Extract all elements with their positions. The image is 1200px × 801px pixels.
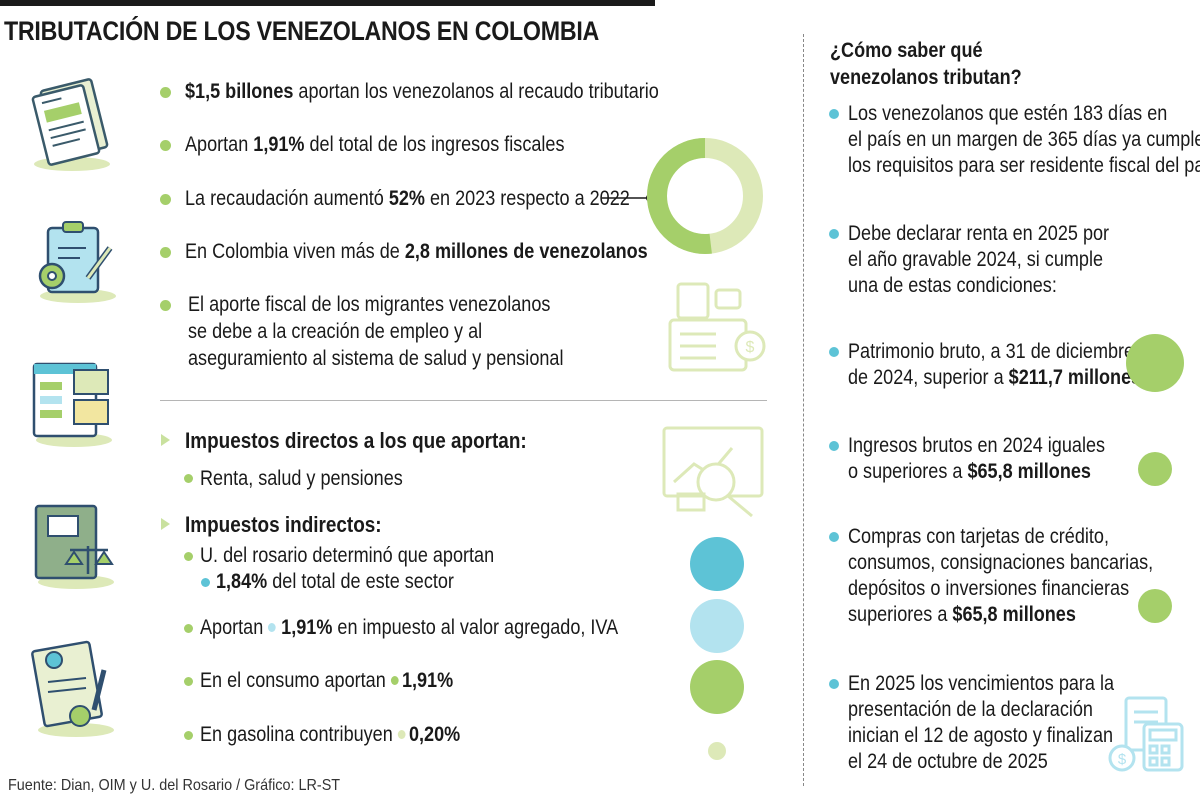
right-title-line-1: ¿Cómo saber qué [830,39,983,62]
fact-ingresos-fiscales: Aportan 1,91% del total de los ingresos … [185,133,565,156]
declare-line-1: Debe declarar renta en 2025 por [848,222,1110,245]
patrimonio-line-1: Patrimonio bruto, a 31 de diciembre [848,340,1135,363]
ingresos-line-2: o superiores a $65,8 millones [848,460,1091,483]
compras-line-3: depósitos o inversiones financieras [848,577,1130,600]
bullet-dot-blue [829,532,839,542]
analytics-magnifier-icon [662,426,764,518]
ingresos-line-1: Ingresos brutos en 2024 iguales [848,434,1106,457]
indirect-iva: Aportan 1,91% en impuesto al valor agreg… [200,616,619,639]
bullet-dot [184,731,193,740]
bullet-dot-blue [829,229,839,239]
section-divider [160,400,767,401]
source-credit: Fuente: Dian, OIM y U. del Rosario / Grá… [8,777,341,794]
law-book-icon [34,504,114,589]
patrimonio-line-2: de 2024, superior a $211,7 millones [848,366,1142,389]
donut-segment-increase [647,138,763,254]
right-title-line-2: venezolanos tributan? [830,66,1022,89]
spreadsheet-icon [32,362,112,447]
bullet-dot-lightblue [268,623,277,632]
right-title: ¿Cómo saber qué venezolanos tributan? [830,37,1022,91]
calculator-invoice-icon: $ [1108,696,1184,772]
bullet-dot [184,474,193,483]
bullet-dot-blue [829,679,839,689]
compras-line-4: superiores a $65,8 millones [848,603,1076,626]
document-icon [31,78,110,171]
declare-line-3: una de estas condiciones: [848,274,1057,297]
indirect-gasolina: En gasolina contribuyen 0,20% [200,723,461,746]
circle-marker-patrimonio [1126,334,1184,392]
bullet-dot-blue [829,441,839,451]
resident-line-3: los requisitos para ser residente fiscal… [848,154,1200,177]
resident-line-1: Los venezolanos que estén 183 días en [848,102,1168,125]
migrant-note-line-3: aseguramiento al sistema de salud y pens… [188,347,564,370]
circle-marker-consumo [690,660,744,714]
circle-marker-compras [1138,589,1172,623]
fact-poblacion: En Colombia viven más de 2,8 millones de… [185,240,648,263]
declare-line-2: el año gravable 2024, si cumple [848,248,1104,271]
indirect-rosario-line: U. del rosario determinó que aportan [200,544,495,567]
page-title: TRIBUTACIÓN DE LOS VENEZOLANOS EN COLOMB… [4,16,600,46]
fact-recaudacion: La recaudación aumentó 52% en 2023 respe… [185,187,630,210]
bullet-dot [184,552,193,561]
bullet-dot-lightgreen [397,730,406,739]
direct-taxes-item: Renta, salud y pensiones [200,467,403,490]
resident-line-2: el país en un margen de 365 días ya cump… [848,128,1200,151]
triangle-marker-icon [161,518,170,530]
vencimientos-line-4: el 24 de octubre de 2025 [848,750,1048,773]
direct-taxes-header: Impuestos directos a los que aportan: [185,428,527,453]
cash-register-icon: $ [668,282,766,372]
indirect-consumo: En el consumo aportan 1,91% [200,669,454,692]
vencimientos-line-2: presentación de la declaración [848,698,1093,721]
circle-marker-ingresos [1138,452,1172,486]
bullet-dot [160,87,171,98]
bullet-dot [160,140,171,151]
svg-text:$: $ [1118,751,1127,768]
migrant-note-line-2: se debe a la creación de empleo y al [188,320,483,343]
circle-marker-iva [690,599,744,653]
bullet-dot [160,194,171,205]
bullet-dot-blue [829,109,839,119]
top-rule [0,0,655,6]
clipboard-gear-icon [38,221,116,303]
compras-line-2: consumos, consignaciones bancarias, [848,551,1154,574]
bullet-dot [390,676,399,685]
circle-marker-gasolina [708,742,726,760]
donut-chart [602,138,763,254]
fact-billones: $1,5 billones aportan los venezolanos al… [185,80,659,103]
bullet-dot [184,624,193,633]
indirect-taxes-header: Impuestos indirectos: [185,512,382,537]
indirect-rosario-value: 1,84% del total de este sector [216,570,454,593]
triangle-marker-icon [161,434,170,446]
compras-line-1: Compras con tarjetas de crédito, [848,525,1109,548]
bullet-dot [160,300,171,311]
vencimientos-line-1: En 2025 los vencimientos para la [848,672,1115,695]
svg-text:$: $ [746,339,755,356]
circle-marker-rosario [690,537,744,591]
bullet-dot [160,247,171,258]
bullet-dot-blue [201,578,210,587]
bullet-dot [184,677,193,686]
vencimientos-line-3: inician el 12 de agosto y finalizan [848,724,1114,747]
contract-icon [31,640,114,737]
bullet-dot-blue [829,347,839,357]
migrant-note-line-1: El aporte fiscal de los migrantes venezo… [188,293,551,316]
column-divider [803,34,804,786]
